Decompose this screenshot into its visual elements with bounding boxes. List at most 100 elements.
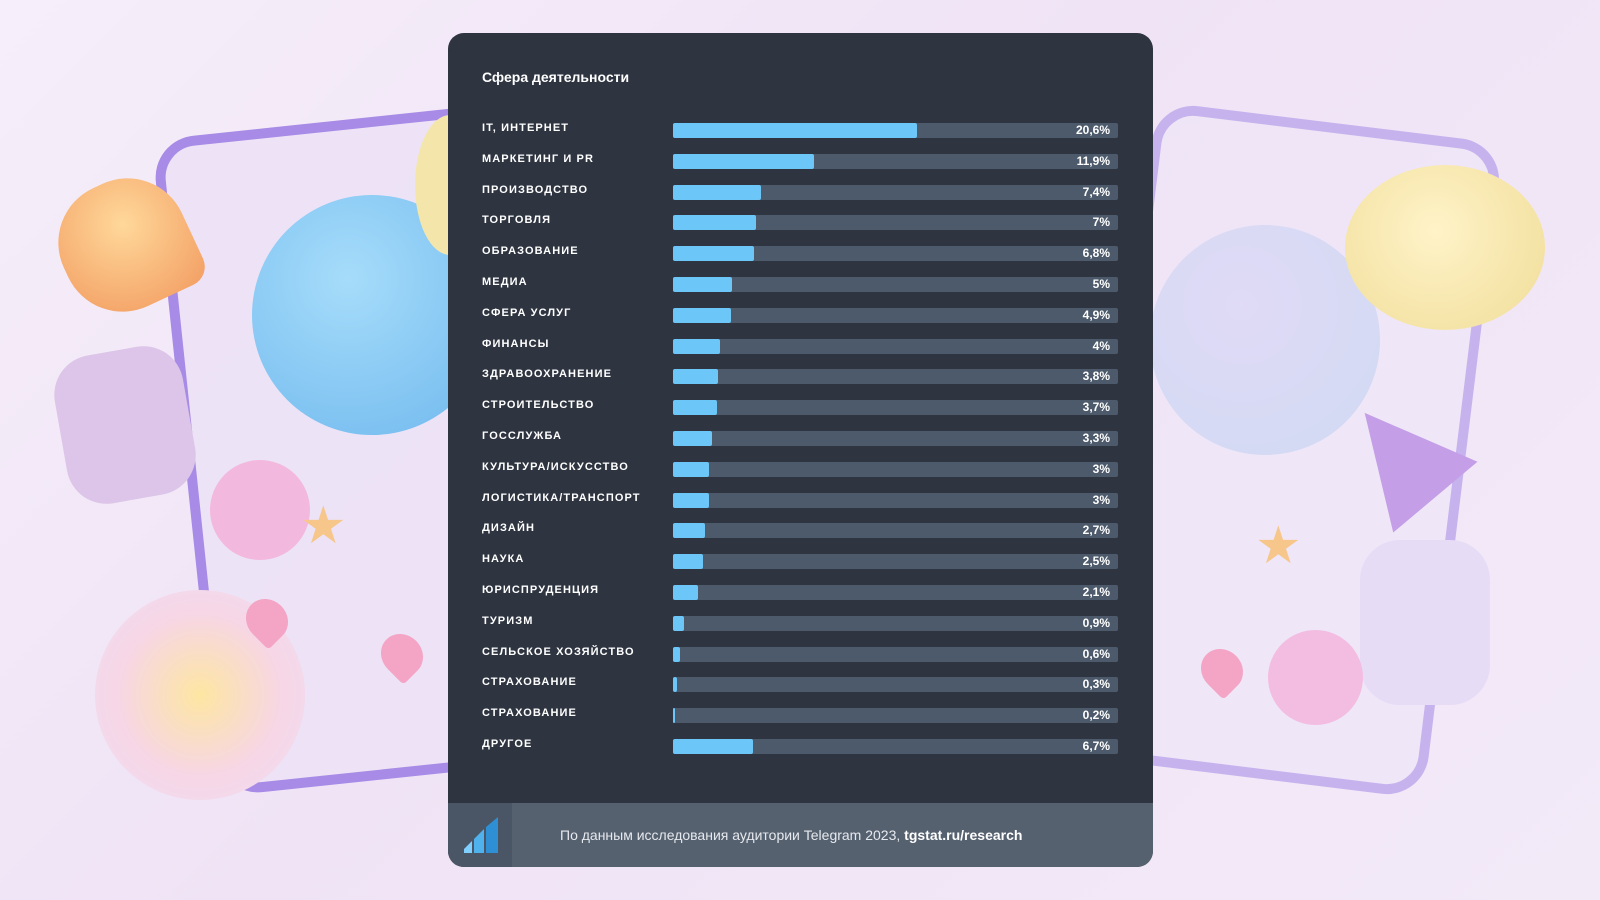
value-label: 7,4%: [1082, 184, 1110, 199]
thumbs-up-icon-right: [1360, 540, 1490, 705]
value-label: 3,8%: [1082, 369, 1110, 384]
bar: [673, 184, 761, 200]
value-label: 3,3%: [1082, 431, 1110, 445]
bar: [673, 615, 684, 631]
value-label: 2,7%: [1082, 523, 1110, 538]
bar-track: 0,3%: [673, 677, 1118, 693]
value-label: 0,6%: [1082, 646, 1110, 661]
bar: [673, 123, 918, 138]
bar-track: 3%: [673, 461, 1118, 477]
chart-card: Сфера деятельности IT, ИНТЕРНЕТ 20,6% МАРК…: [448, 33, 1153, 867]
category-label: ДРУГОЕ: [482, 738, 533, 750]
bell-icon: [38, 158, 212, 332]
category-label: МЕДИА: [482, 276, 528, 288]
value-label: 3,7%: [1082, 400, 1110, 415]
bar-track: 0,6%: [673, 646, 1118, 662]
category-label: IT, ИНТЕРНЕТ: [482, 122, 570, 134]
chart-row: ПРОИЗВОДСТВО 7,4%: [448, 177, 1153, 208]
category-label: ЛОГИСТИКА/ТРАНСПОРТ: [482, 491, 641, 504]
bar: [673, 739, 753, 754]
value-label: 2,1%: [1082, 585, 1110, 599]
category-label: ТУРИЗМ: [482, 614, 534, 627]
chart-row: IT, ИНТЕРНЕТ 20,6%: [448, 115, 1153, 146]
bar-track: 7%: [673, 215, 1118, 231]
bar: [673, 338, 721, 354]
bar-track: 4,9%: [673, 307, 1118, 323]
chart-row: ДИЗАЙН 2,7%: [448, 515, 1153, 546]
bar: [673, 215, 757, 231]
bar-track: 2,5%: [673, 554, 1118, 570]
source-note: По данным исследования аудитории Telegra…: [560, 803, 1022, 867]
bar: [673, 461, 709, 477]
category-label: НАУКА: [482, 553, 525, 566]
chart-row: ЛОГИСТИКА/ТРАНСПОРТ 3%: [448, 485, 1153, 516]
value-label: 11,9%: [1076, 153, 1110, 168]
bar-track: 5%: [673, 277, 1118, 292]
avatar-icon-right: [1150, 225, 1380, 455]
bar-track: 2,7%: [673, 523, 1118, 539]
chart-row: НАУКА 2,5%: [448, 546, 1153, 577]
bar: [673, 246, 754, 262]
heart-icon: [1192, 640, 1252, 700]
bar: [673, 554, 703, 570]
bar-track: 6,7%: [673, 739, 1118, 754]
bar-track: 3,3%: [673, 431, 1118, 446]
bar: [673, 307, 732, 323]
bar-track: 3,7%: [673, 400, 1118, 416]
at-sign-icon-left: [210, 460, 310, 560]
bar: [673, 277, 733, 292]
bar: [673, 523, 706, 539]
chart-row: ДРУГОЕ 6,7%: [448, 731, 1153, 762]
category-label: ТОРГОВЛЯ: [482, 214, 552, 227]
bar: [673, 492, 709, 508]
chart-row: КУЛЬТУРА/ИСКУССТВО 3%: [448, 454, 1153, 485]
value-label: 6,7%: [1082, 739, 1110, 753]
chart-row: СТРАХОВАНИЕ 0,2%: [448, 700, 1153, 731]
chart-row: СТРАХОВАНИЕ 0,3%: [448, 669, 1153, 700]
bar: [673, 677, 677, 693]
category-label: СЕЛЬСКОЕ ХОЗЯЙСТВО: [482, 645, 635, 658]
chart-row: МЕДИА 5%: [448, 269, 1153, 300]
chart-row: СФЕРА УСЛУГ 4,9%: [448, 300, 1153, 331]
bar: [673, 708, 676, 724]
category-label: КУЛЬТУРА/ИСКУССТВО: [482, 460, 629, 473]
bar: [673, 369, 719, 385]
chart-row: ТУРИЗМ 0,9%: [448, 608, 1153, 639]
chart-row: СЕЛЬСКОЕ ХОЗЯЙСТВО 0,6%: [448, 639, 1153, 670]
category-label: СТРАХОВАНИЕ: [482, 676, 577, 689]
bar: [673, 431, 713, 446]
bar-track: 4%: [673, 338, 1118, 354]
bar: [673, 153, 815, 169]
chart-row: СТРОИТЕЛЬСТВО 3,7%: [448, 392, 1153, 423]
bar-track: 3%: [673, 492, 1118, 508]
bar: [673, 646, 681, 662]
chart-row: ТОРГОВЛЯ 7%: [448, 207, 1153, 238]
value-label: 4%: [1092, 338, 1110, 353]
chart-row: ЗДРАВООХРАНЕНИЕ 3,8%: [448, 361, 1153, 392]
value-label: 3%: [1092, 492, 1110, 507]
category-label: СТРОИТЕЛЬСТВО: [482, 399, 595, 412]
chart-row: ГОССЛУЖБА 3,3%: [448, 423, 1153, 454]
source-link[interactable]: tgstat.ru/research: [904, 827, 1023, 843]
thumbs-up-icon-left: [47, 339, 203, 511]
at-sign-icon-right: [1268, 630, 1363, 725]
bar-track: 0,2%: [673, 708, 1118, 724]
bar-track: 0,9%: [673, 615, 1118, 631]
category-label: СТРАХОВАНИЕ: [482, 707, 577, 720]
bar: [673, 585, 698, 600]
star-icon: ★: [1255, 517, 1302, 575]
category-label: СФЕРА УСЛУГ: [482, 306, 572, 319]
category-label: МАРКЕТИНГ И PR: [482, 152, 594, 165]
chart-row: ФИНАНСЫ 4%: [448, 331, 1153, 362]
smiling-face-icon: [95, 590, 305, 800]
category-label: ФИНАНСЫ: [482, 337, 550, 350]
chart-row: МАРКЕТИНГ И PR 11,9%: [448, 146, 1153, 177]
value-label: 4,9%: [1082, 307, 1110, 322]
bar-track: 2,1%: [673, 585, 1118, 600]
cursor-arrow-icon: [1322, 377, 1478, 533]
bar: [673, 400, 717, 416]
value-label: 5%: [1092, 277, 1110, 291]
category-label: ГОССЛУЖБА: [482, 430, 563, 442]
value-label: 3%: [1092, 461, 1110, 476]
chat-bubble-icon-right: [1345, 165, 1545, 330]
